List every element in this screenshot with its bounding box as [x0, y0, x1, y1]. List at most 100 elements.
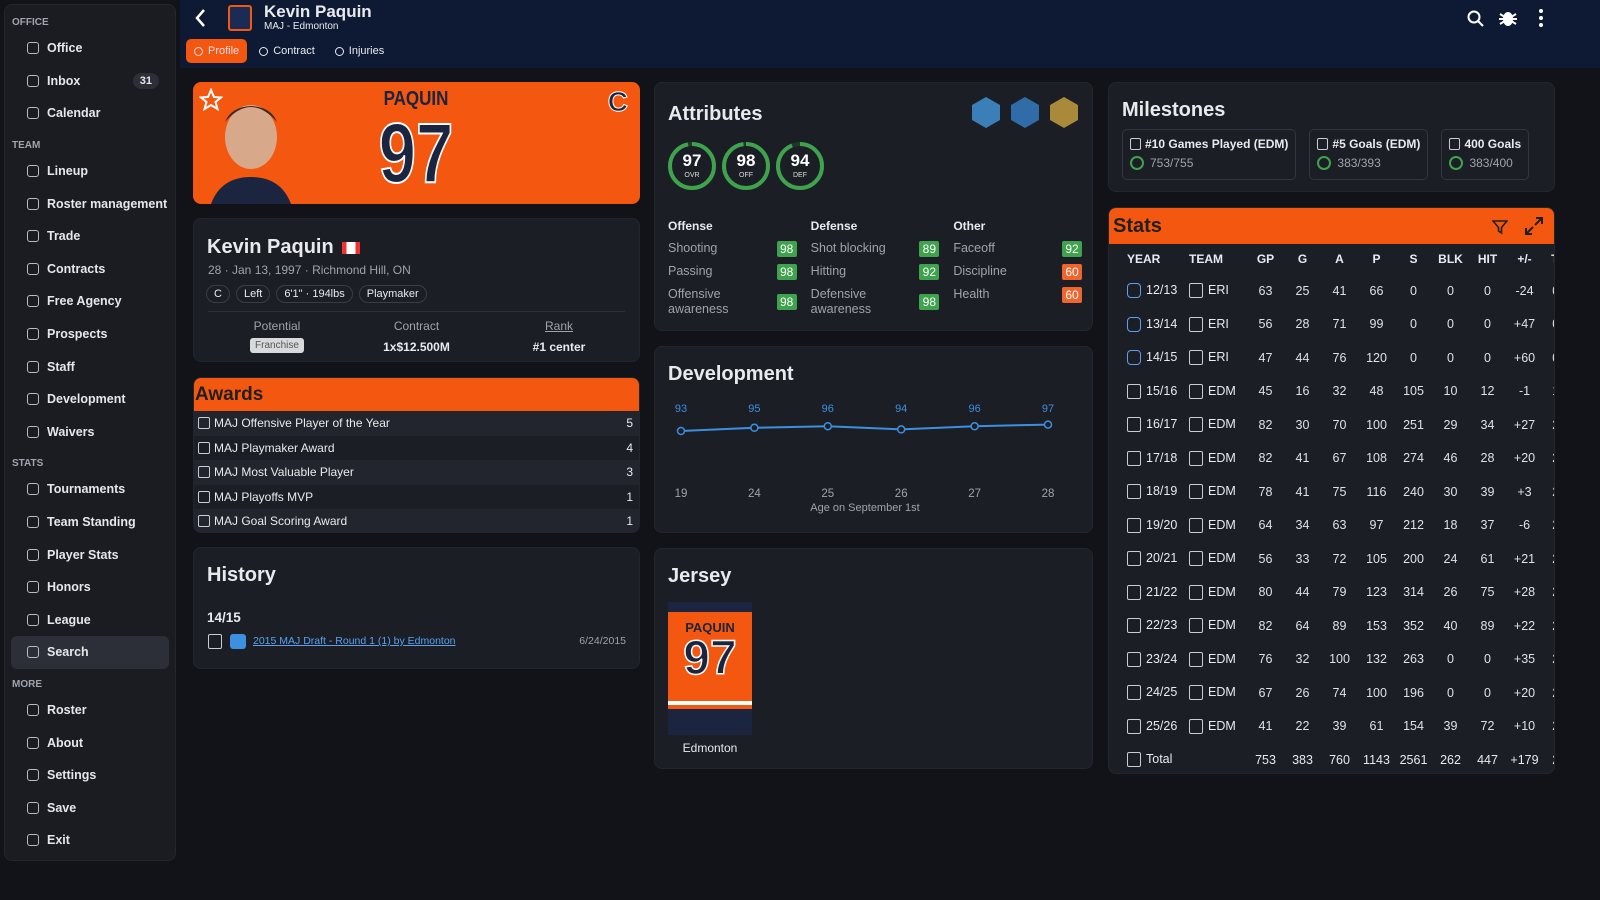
cell-text: 1143: [1363, 752, 1390, 767]
sidebar-item[interactable]: Roster management: [11, 187, 169, 220]
stats-cell: 0: [1395, 274, 1432, 308]
cell-text: 21:: [1552, 418, 1554, 432]
progress-ring: [1130, 156, 1144, 170]
stats-cell: EDM: [1181, 475, 1247, 509]
stats-cell: 100: [1358, 676, 1395, 710]
cell-text: 16/17: [1146, 417, 1178, 432]
sidebar-item[interactable]: Search: [11, 636, 169, 669]
sidebar: OFFICE Office Inbox 31 Calendar TEAM Lineup Ros…: [4, 4, 176, 861]
cell-text: 753: [1255, 752, 1276, 767]
attribute-row: Passing 98: [668, 264, 797, 287]
cell-text: 212: [1403, 518, 1424, 533]
cell-text: 80: [1258, 585, 1273, 600]
sidebar-item[interactable]: Trade: [11, 220, 169, 253]
stats-cell: 74: [1321, 676, 1358, 710]
history-entry[interactable]: 2015 MAJ Draft - Round 1 (1) by Edmonton: [253, 635, 456, 647]
sidebar-item[interactable]: Honors: [11, 571, 169, 604]
cell-text: EDM: [1208, 383, 1236, 398]
cell-text: 123: [1366, 585, 1387, 600]
attribute-group: Other Faceoff 92 Discipline 60 Health 60: [953, 219, 1083, 317]
cell-text: 00:: [1552, 284, 1554, 298]
back-button[interactable]: [194, 8, 208, 28]
cell-text: 20/21: [1146, 551, 1178, 566]
stats-cell: 200: [1395, 542, 1432, 576]
stats-cell: 39: [1432, 710, 1469, 744]
sidebar-item[interactable]: Roster: [11, 694, 169, 727]
favorite-star[interactable]: [199, 88, 223, 112]
stats-cell: 72: [1321, 542, 1358, 576]
cell-text: 44: [1295, 350, 1310, 365]
sidebar-item[interactable]: Office: [11, 32, 169, 65]
sidebar-item[interactable]: Calendar: [11, 97, 169, 130]
tab[interactable]: Injuries: [327, 39, 392, 63]
league-icon: [1127, 450, 1141, 466]
sidebar-item[interactable]: Inbox 31: [11, 65, 169, 98]
sidebar-item[interactable]: Lineup: [11, 155, 169, 188]
sidebar-icon: [27, 425, 39, 438]
jersey-title: Jersey: [668, 565, 732, 587]
jersey-name: PAQUIN: [383, 88, 449, 110]
stats-cell: EDM: [1181, 643, 1247, 677]
milestone-progress-row: 753/755: [1130, 156, 1288, 170]
sidebar-item[interactable]: Contracts: [11, 253, 169, 286]
sidebar-item[interactable]: Waivers: [11, 416, 169, 449]
sidebar-item[interactable]: League: [11, 604, 169, 637]
sidebar-item[interactable]: Staff: [11, 350, 169, 383]
attribute-name: Defensive awareness: [810, 287, 872, 316]
attribute-group: Offense Shooting 98 Passing 98 Offensive awar…: [668, 219, 797, 317]
jersey-panel: Jersey PAQUIN 97 Edmonton: [654, 548, 1093, 769]
history-season: 14/15: [207, 610, 241, 625]
cell-text: +60: [1513, 350, 1536, 365]
sidebar-section-title: STATS: [12, 458, 44, 470]
tab[interactable]: Profile: [186, 39, 248, 63]
stats-row: 14/15 ERI 47 44 76 120 0 0 0 +60 00:: [1113, 341, 1554, 375]
cell-text: EDM: [1208, 450, 1236, 465]
milestone-progress-row: 383/393: [1317, 156, 1420, 170]
stats-cell: 45: [1247, 375, 1284, 409]
stats-cell: 66: [1358, 274, 1395, 308]
sidebar-icon: [27, 328, 39, 341]
cell-text: 41: [1295, 451, 1310, 466]
sidebar-label: Development: [47, 392, 126, 407]
stats-cell: 41: [1321, 274, 1358, 308]
cell-text: 116: [1366, 484, 1387, 499]
filter-icon[interactable]: [1492, 219, 1508, 235]
cell-text: 74: [1332, 685, 1347, 700]
sidebar-section-title: MORE: [12, 678, 42, 690]
attribute-name: Shot blocking: [810, 241, 886, 255]
sidebar-item[interactable]: Prospects: [11, 318, 169, 351]
cell-text: +35: [1513, 652, 1536, 667]
stats-row: 24/25 EDM 67 26 74 100 196 0 0 +20 21:: [1113, 676, 1554, 710]
cell-text: 120: [1366, 350, 1387, 365]
rank-label[interactable]: Rank: [544, 319, 573, 333]
sidebar-label: Tournaments: [47, 482, 126, 497]
sidebar-item[interactable]: Save: [11, 791, 169, 824]
attribute-value: 98: [776, 294, 797, 310]
progress-ring: [1449, 156, 1464, 170]
sidebar-item[interactable]: Free Agency: [11, 285, 169, 318]
tab[interactable]: Contract: [251, 39, 323, 63]
award-name: MAJ Playmaker Award: [214, 440, 335, 455]
bug-icon[interactable]: [1498, 8, 1518, 28]
stats-cell: 153: [1358, 609, 1395, 643]
attribute-name: Passing: [668, 264, 713, 278]
rating-ring: 94 DEF: [776, 142, 824, 190]
expand-icon[interactable]: [1524, 216, 1544, 236]
history-title: History: [207, 564, 276, 586]
sidebar-item[interactable]: Exit: [11, 824, 169, 857]
menu-icon[interactable]: [1538, 8, 1544, 28]
stats-title: Stats: [1113, 215, 1162, 237]
tab-icon: [259, 46, 269, 56]
sidebar-label: Roster: [47, 702, 87, 717]
league-icon: [198, 490, 210, 503]
sidebar-item[interactable]: Tournaments: [11, 473, 169, 506]
sidebar-item[interactable]: Player Stats: [11, 538, 169, 571]
sidebar-item[interactable]: Team Standing: [11, 506, 169, 539]
cell-text: 200: [1403, 551, 1424, 566]
sidebar-item[interactable]: Development: [11, 383, 169, 416]
sidebar-item[interactable]: Settings: [11, 759, 169, 792]
stats-cell: 26: [1284, 676, 1321, 710]
sidebar-item[interactable]: About: [11, 726, 169, 759]
awards-title: Awards: [195, 384, 264, 405]
search-icon[interactable]: [1467, 10, 1485, 28]
